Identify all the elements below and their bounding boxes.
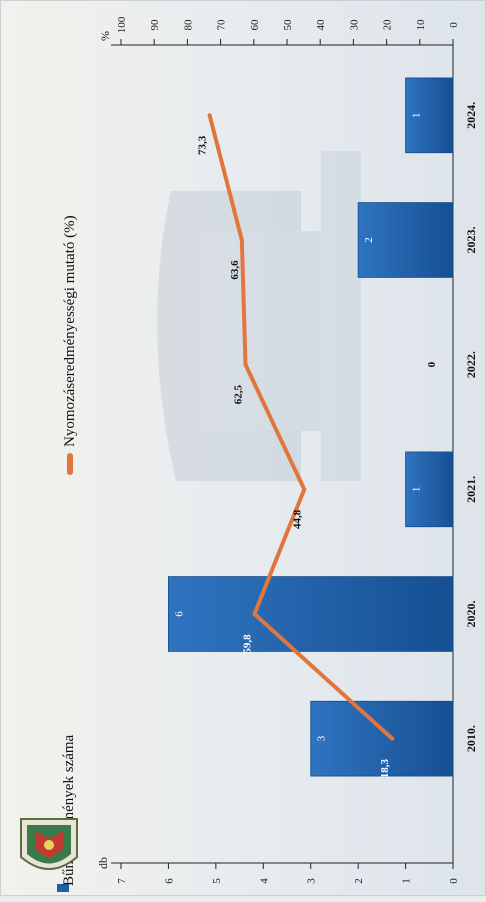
building-watermark — [157, 151, 361, 481]
right-axis-tick-label: 0 — [448, 22, 460, 28]
line-value-label: 44,8 — [291, 509, 303, 529]
legend-line-swatch — [67, 453, 73, 475]
line-value-label: 59,8 — [241, 634, 253, 654]
line-point — [302, 487, 307, 492]
line-layer: 18,3 59,8 44,8 62,5 63,6 73,3 — [197, 113, 395, 778]
line-value-label: 62,5 — [233, 385, 245, 405]
left-axis-tick-label: 7 — [116, 878, 128, 884]
left-axis-label: db — [96, 857, 110, 869]
legend: Bűncselekmények száma Nyomozáseredményes… — [57, 215, 78, 892]
category-label: 2024. — [464, 102, 478, 129]
legend-bar-swatch — [57, 884, 69, 892]
right-axis-tick-label: 90 — [149, 19, 161, 31]
bar — [405, 77, 454, 154]
right-axis-tick-label: 10 — [415, 19, 427, 31]
bar-value-label: 3 — [316, 735, 328, 741]
legend-line-label: Nyomozáseredményességi mutató (%) — [62, 215, 78, 447]
police-emblem-icon — [20, 818, 78, 870]
left-axis-tick-label: 4 — [258, 878, 270, 884]
right-axis-label: % — [98, 31, 112, 41]
bar — [405, 451, 454, 528]
line-value-label: 63,6 — [229, 260, 241, 280]
category-label: 2020. — [464, 601, 478, 628]
right-axis-tick-label: 80 — [182, 19, 194, 31]
axes-layer: 0123456701020304050607080901002010.2020.… — [111, 16, 478, 884]
left-axis-tick-label: 6 — [163, 878, 175, 884]
line-point — [207, 113, 212, 118]
left-axis-tick-label: 0 — [448, 878, 460, 884]
left-axis-tick-label: 1 — [401, 878, 413, 884]
bar-value-label: 1 — [411, 113, 423, 119]
line-point — [390, 736, 395, 741]
right-axis-tick-label: 70 — [216, 19, 228, 31]
category-label: 2021. — [464, 476, 478, 503]
line-point — [243, 362, 248, 367]
line-value-label: 73,3 — [197, 135, 209, 155]
category-label: 2022. — [464, 351, 478, 378]
left-axis-tick-label: 2 — [353, 878, 365, 884]
bar-value-label: 6 — [173, 611, 185, 617]
bar-value-label: 0 — [426, 361, 438, 367]
right-axis-tick-label: 40 — [315, 19, 327, 31]
bar — [310, 700, 454, 777]
left-axis-tick-label: 3 — [306, 878, 318, 884]
bar — [168, 576, 454, 652]
category-label: 2023. — [464, 227, 478, 254]
right-axis-tick-label: 100 — [116, 16, 128, 33]
right-axis-tick-label: 30 — [348, 19, 360, 31]
bar-value-label: 1 — [411, 487, 423, 493]
bar — [357, 202, 454, 278]
right-axis-tick-label: 50 — [282, 19, 294, 31]
right-axis-tick-label: 60 — [249, 19, 261, 31]
category-label: 2010. — [464, 725, 478, 752]
bars-layer: 3 6 1 0 2 1 — [168, 77, 454, 777]
line-value-label: 18,3 — [379, 759, 391, 779]
right-axis-tick-label: 20 — [382, 19, 394, 31]
bar-value-label: 2 — [363, 237, 375, 243]
line-point — [239, 238, 244, 242]
series-line — [207, 113, 395, 741]
left-axis-tick-label: 5 — [211, 878, 223, 884]
line-point — [252, 612, 257, 616]
